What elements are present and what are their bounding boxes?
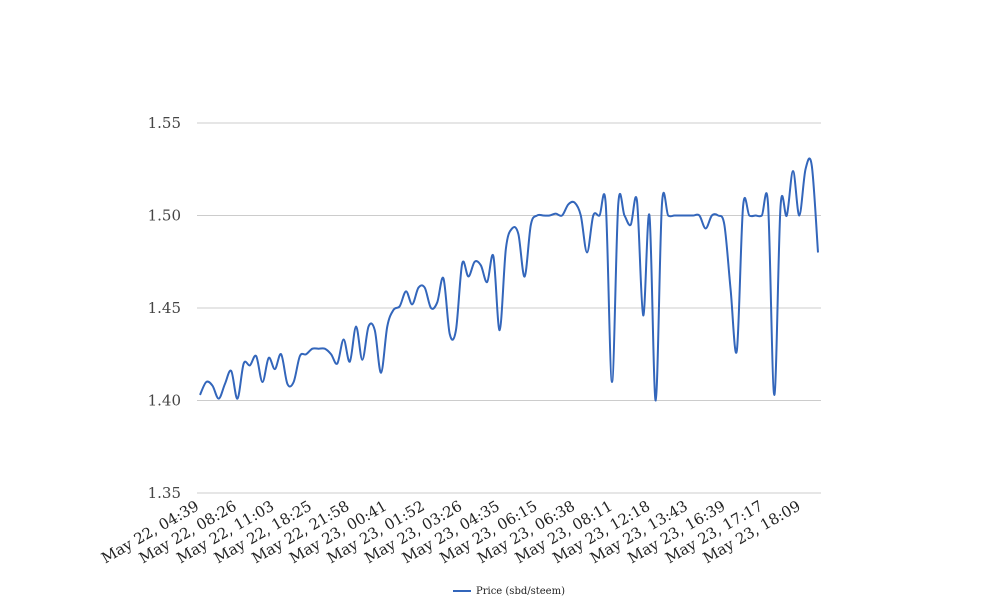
y-tick-label: 1.45 bbox=[148, 299, 181, 317]
y-tick-label: 1.55 bbox=[148, 114, 181, 132]
y-tick-label: 1.50 bbox=[148, 207, 181, 225]
grid-lines bbox=[197, 122, 821, 494]
legend[interactable]: Price (sbd/steem) bbox=[453, 586, 565, 597]
y-tick-label: 1.40 bbox=[148, 392, 181, 410]
series-line-price bbox=[199, 157, 819, 402]
y-tick-label: 1.35 bbox=[148, 484, 181, 502]
legend-label: Price (sbd/steem) bbox=[476, 586, 565, 597]
y-axis-tick-labels: 1.35 1.40 1.45 1.50 1.55 bbox=[148, 114, 181, 502]
